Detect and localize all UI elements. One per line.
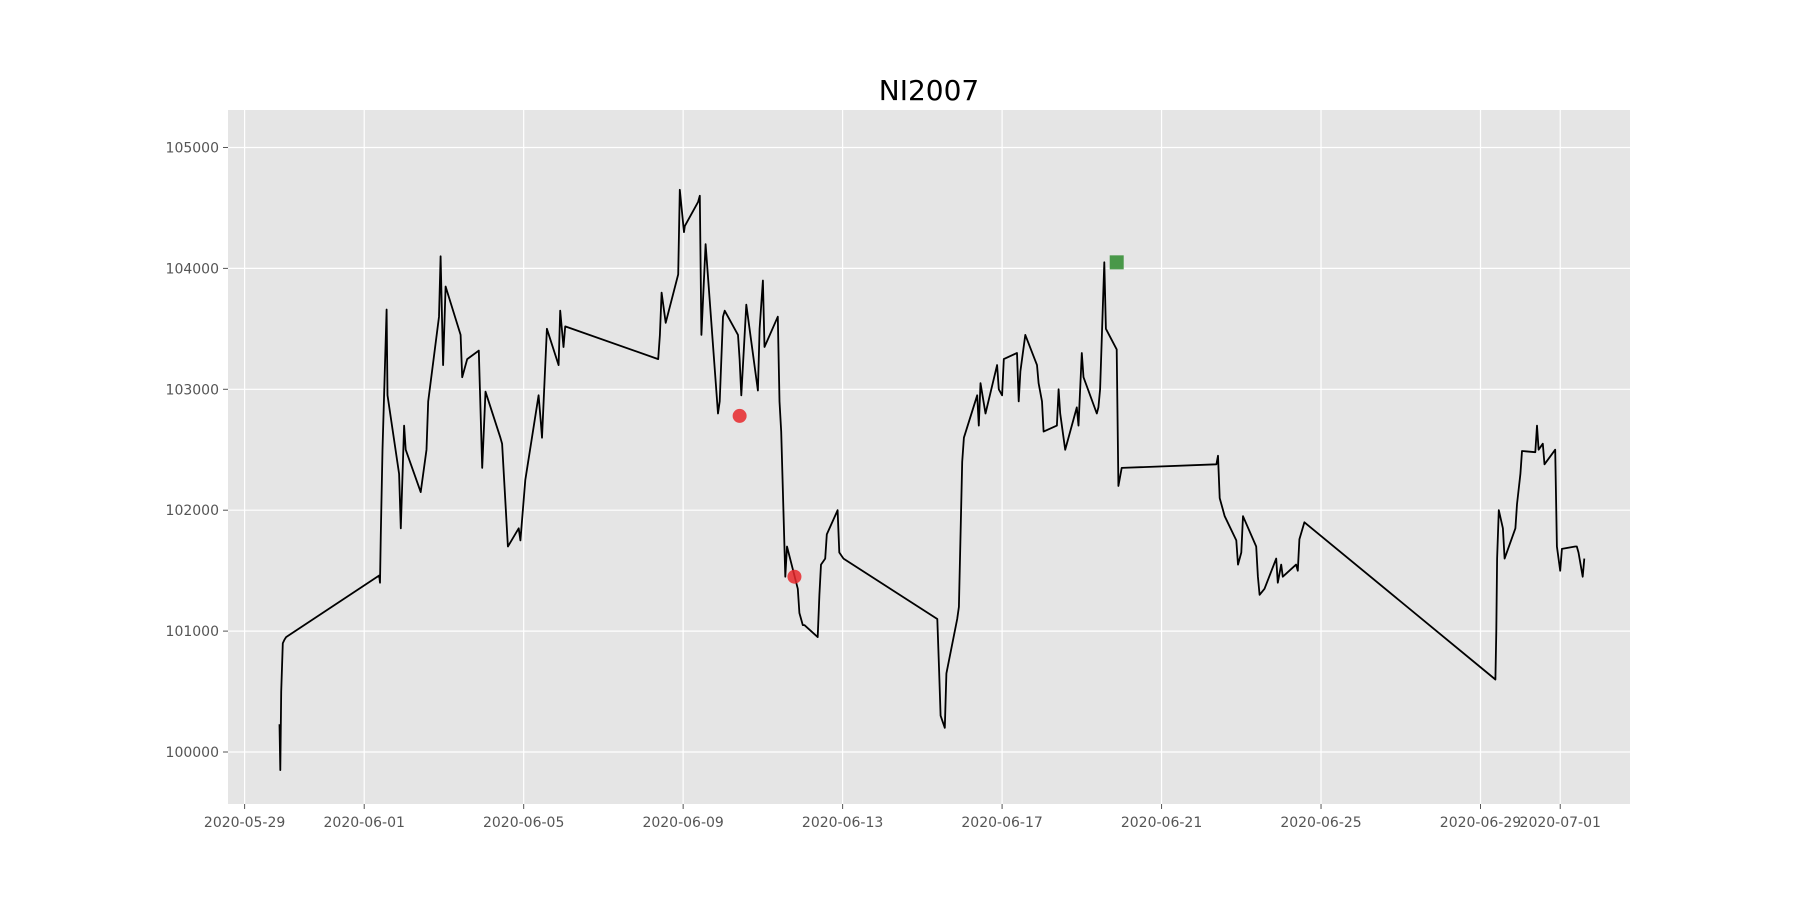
buy-marker xyxy=(732,408,747,423)
x-tick-label: 2020-06-21 xyxy=(1121,815,1202,831)
x-tick-label: 2020-06-05 xyxy=(483,815,564,831)
sell-marker xyxy=(1109,255,1124,270)
y-tick-label: 105000 xyxy=(166,140,219,156)
y-tick-label: 104000 xyxy=(166,261,219,277)
y-tick-label: 100000 xyxy=(166,745,219,761)
x-tick-label: 2020-06-09 xyxy=(642,815,723,831)
gridlines xyxy=(228,110,1630,804)
y-tick-label: 101000 xyxy=(166,624,219,640)
series-lines xyxy=(278,188,1586,771)
chart-title: NI2007 xyxy=(879,74,979,107)
buy-marker xyxy=(787,569,802,584)
price-line xyxy=(278,188,1586,771)
x-tick-label: 2020-07-01 xyxy=(1520,815,1601,831)
x-tick-label: 2020-06-01 xyxy=(324,815,405,831)
y-tick-label: 102000 xyxy=(166,503,219,519)
x-tick-label: 2020-06-17 xyxy=(961,815,1042,831)
x-tick-label: 2020-05-29 xyxy=(204,815,285,831)
y-axis: 100000 101000 102000 103000 104000 105000 xyxy=(166,140,228,761)
x-tick-label: 2020-06-13 xyxy=(802,815,883,831)
x-tick-label: 2020-06-29 xyxy=(1440,815,1521,831)
plot-area xyxy=(228,110,1630,804)
x-tick-label: 2020-06-25 xyxy=(1280,815,1361,831)
y-tick-label: 103000 xyxy=(166,382,219,398)
trade-markers xyxy=(732,255,1124,584)
x-axis: 2020-05-29 2020-06-01 2020-06-05 2020-06-09… xyxy=(204,804,1601,831)
